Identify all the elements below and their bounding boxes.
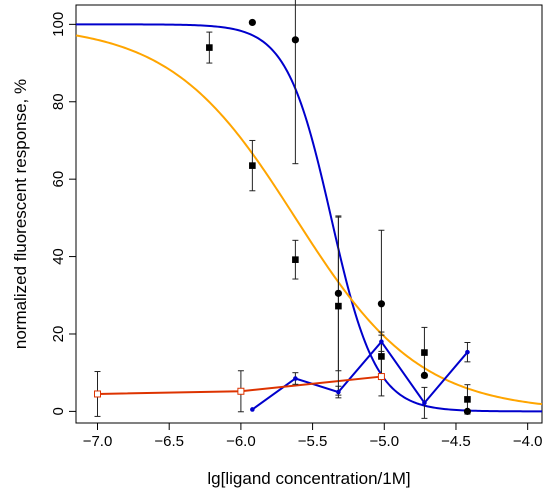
- data-point-open-square: [237, 387, 245, 395]
- data-point-square: [335, 302, 342, 310]
- data-point-square: [464, 396, 471, 403]
- data-point-circle: [334, 289, 342, 297]
- data-markers: [94, 18, 472, 415]
- y-tick-label: 20: [50, 326, 67, 343]
- data-point-dot: [422, 400, 427, 406]
- x-tick-label: −7.0: [83, 433, 113, 450]
- series-line-3: [251, 340, 469, 411]
- x-axis-title: lg[ligand concentration/1M]: [207, 469, 410, 488]
- data-point-dot: [379, 339, 384, 345]
- data-point-circle: [377, 300, 386, 308]
- data-point-square: [421, 349, 428, 356]
- data-point-dot: [250, 407, 255, 412]
- data-point-dot: [465, 349, 470, 355]
- y-axis: 0 20 40 60 80 100: [50, 12, 76, 416]
- y-axis-title: normalized fluorescent response, %: [11, 79, 30, 349]
- data-point-circle: [248, 18, 256, 27]
- data-point-circle: [420, 371, 429, 379]
- fit-curves: [75, 23, 543, 413]
- data-point-circle: [463, 407, 472, 415]
- data-point-open-square: [94, 390, 102, 398]
- y-tick-label: 100: [50, 12, 67, 37]
- data-point-square: [206, 44, 213, 51]
- fit-curve-1: [76, 23, 542, 413]
- data-point-dot: [293, 376, 298, 381]
- x-tick-label: −4.0: [513, 433, 543, 450]
- data-point-circle: [291, 36, 299, 44]
- x-tick-label: −5.5: [298, 433, 328, 450]
- x-tick-label: −6.0: [226, 433, 256, 450]
- data-point-square: [378, 353, 385, 360]
- data-point-square: [249, 162, 256, 169]
- plot-frame: [75, 4, 543, 424]
- y-tick-label: 40: [50, 248, 67, 265]
- data-point-square: [292, 256, 299, 263]
- y-tick-label: 60: [50, 171, 67, 188]
- x-tick-label: −5.0: [369, 433, 399, 450]
- y-tick-label: 80: [50, 93, 67, 110]
- data-point-dot: [336, 389, 341, 395]
- series-lines: [97, 340, 469, 411]
- x-axis: −7.0 −6.5 −6.0 −5.5 −5.0 −4.5 −4.0: [83, 423, 543, 450]
- fit-curve-2: [75, 34, 543, 406]
- x-tick-label: −6.5: [154, 433, 184, 450]
- x-tick-label: −4.5: [441, 433, 471, 450]
- data-point-open-square: [377, 373, 385, 381]
- y-tick-label: 0: [50, 407, 67, 415]
